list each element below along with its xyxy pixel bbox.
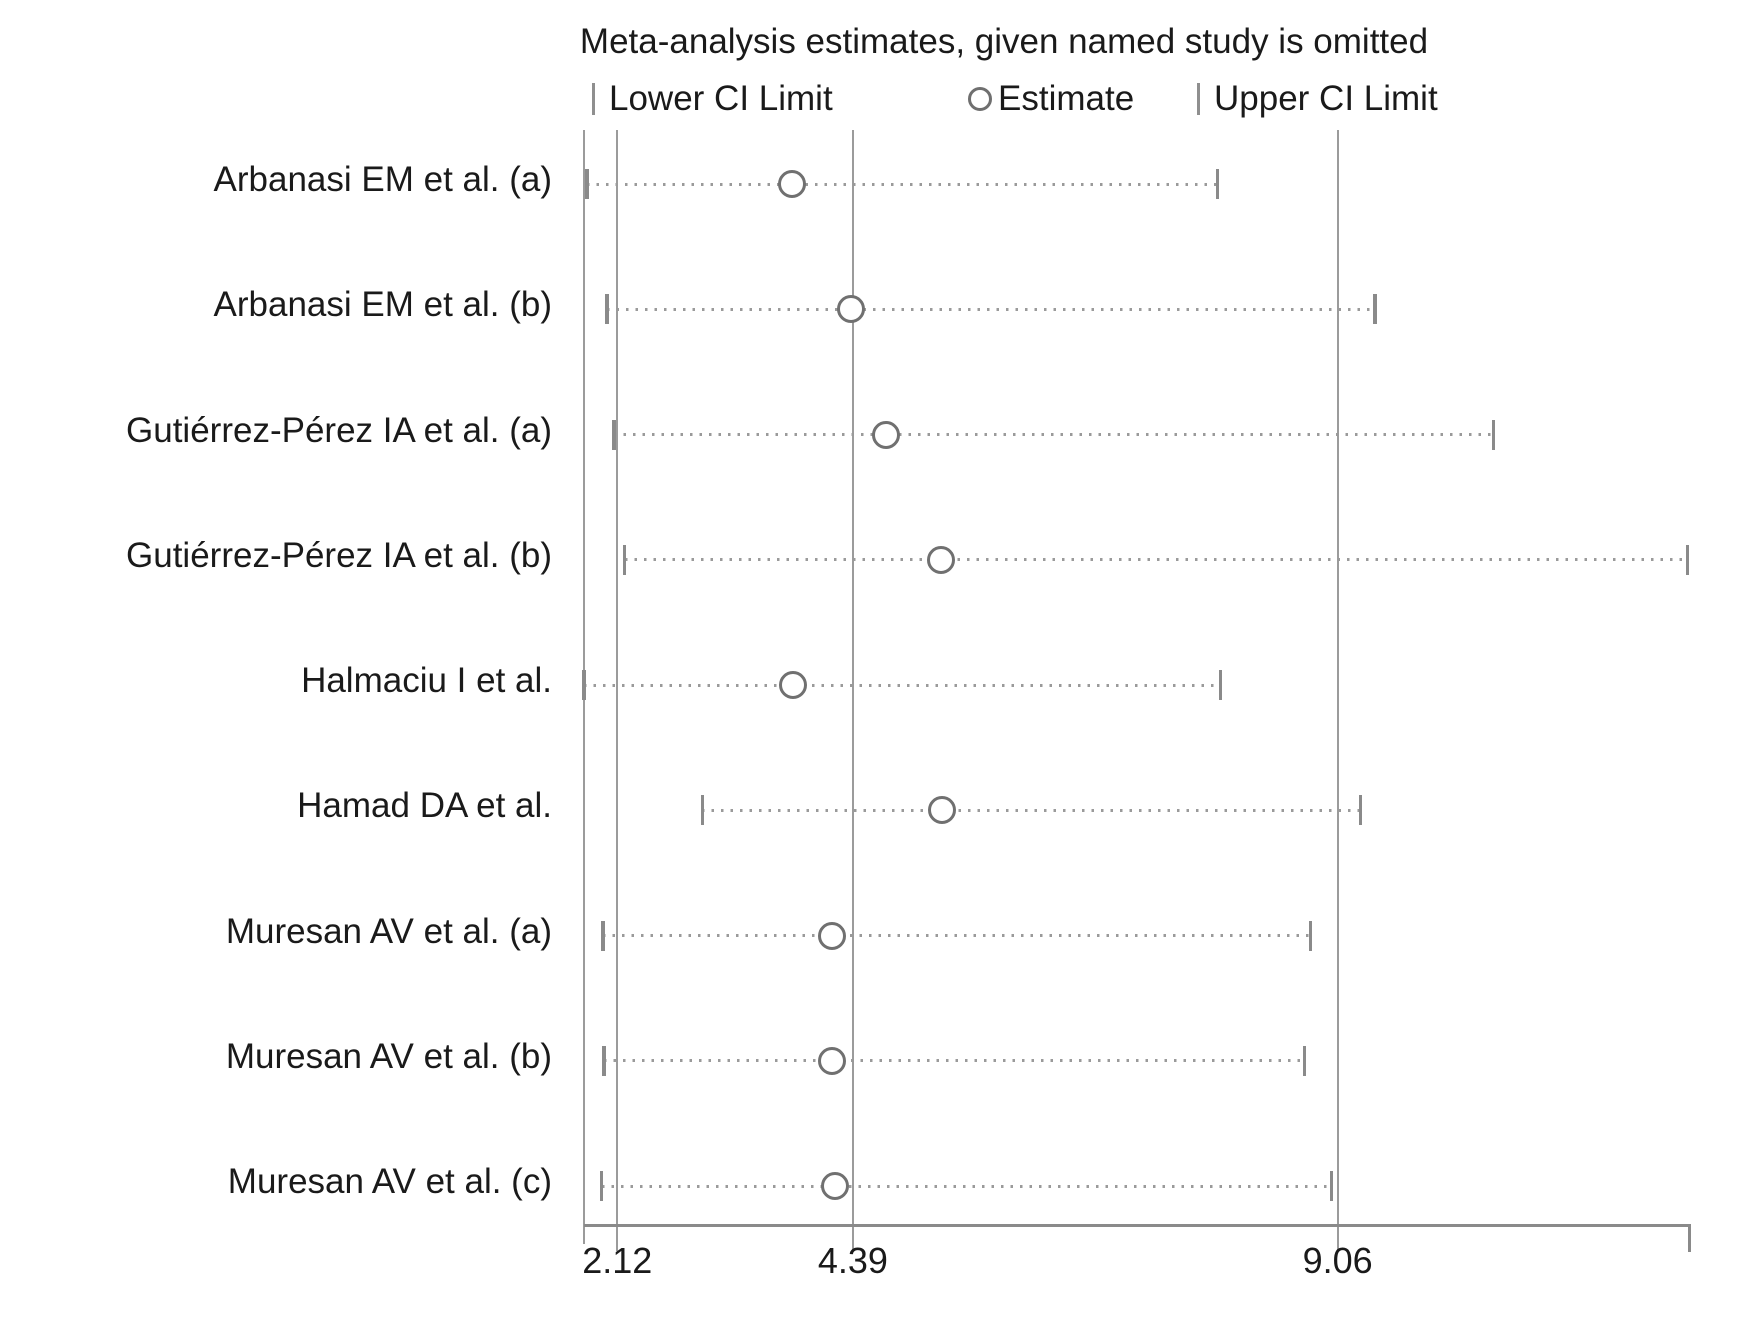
estimate-circle xyxy=(818,1046,847,1075)
legend-lower-label: Lower CI Limit xyxy=(609,79,833,118)
ci-upper-tick xyxy=(1358,795,1363,826)
estimate-circle xyxy=(928,796,957,825)
study-row-label: Arbanasi EM et al. (b) xyxy=(213,285,552,325)
ci-lower-tick xyxy=(582,670,586,700)
study-row-label: Gutiérrez-Pérez IA et al. (a) xyxy=(126,410,552,450)
ci-lower-tick xyxy=(599,1171,604,1201)
x-axis-line xyxy=(584,1224,1690,1227)
lower-ci-tick-icon xyxy=(592,83,595,115)
study-row-label: Halmaciu I et al. xyxy=(301,661,552,700)
x-tick-label: 4.39 xyxy=(817,1240,888,1281)
study-row-label: Gutiérrez-Pérez IA et al. (b) xyxy=(126,535,552,575)
ci-dotted-line xyxy=(702,808,1361,812)
estimate-circle-icon xyxy=(968,87,992,111)
ci-upper-tick xyxy=(1308,920,1313,951)
ci-dotted-line xyxy=(602,934,1311,937)
legend-estimate-label: Estimate xyxy=(998,79,1135,118)
estimate-circle xyxy=(778,671,807,699)
legend-item-upper-ci: Upper CI Limit xyxy=(1197,76,1438,122)
overall-lower-ci-line xyxy=(616,130,619,1251)
ci-lower-tick xyxy=(602,1045,606,1076)
ci-lower-tick xyxy=(605,294,609,325)
legend-upper-label: Upper CI Limit xyxy=(1214,79,1438,118)
study-row-label: Muresan AV et al. (a) xyxy=(225,911,552,951)
upper-ci-tick-icon xyxy=(1197,83,1200,115)
study-row-label: Hamad DA et al. xyxy=(297,786,552,826)
overall-upper-ci-line xyxy=(1336,130,1339,1251)
estimate-circle xyxy=(872,420,901,449)
ci-lower-tick xyxy=(612,419,616,450)
ci-dotted-line xyxy=(606,307,1376,311)
ci-dotted-line xyxy=(601,1184,1332,1188)
estimate-circle xyxy=(836,295,865,324)
ci-upper-tick xyxy=(1491,419,1496,450)
estimate-circle xyxy=(818,921,847,950)
ci-lower-tick xyxy=(622,544,627,575)
ci-upper-tick xyxy=(1373,294,1377,325)
ci-dotted-line xyxy=(614,433,1494,436)
study-row-label: Muresan AV et al. (b) xyxy=(225,1036,552,1076)
legend-item-estimate: Estimate xyxy=(968,76,1134,122)
ci-upper-tick xyxy=(1302,1045,1307,1076)
ci-lower-tick xyxy=(700,795,705,826)
study-row-label: Arbanasi EM et al. (a) xyxy=(213,160,552,199)
x-tick-label: 9.06 xyxy=(1302,1240,1373,1281)
x-tick-label: 2.12 xyxy=(582,1240,653,1281)
overall-estimate-line xyxy=(851,130,854,1251)
ci-dotted-line xyxy=(603,1059,1305,1063)
study-row-label: Muresan AV et al. (c) xyxy=(227,1162,552,1201)
ci-lower-tick xyxy=(601,920,605,951)
chart-title: Meta-analysis estimates, given named stu… xyxy=(579,22,1429,61)
ci-upper-tick xyxy=(1329,1171,1334,1201)
chart-legend: Lower CI Limit Estimate Upper CI Limit xyxy=(0,76,1740,122)
ci-upper-tick xyxy=(1218,670,1223,700)
x-axis-right-end-tick xyxy=(1687,1224,1691,1252)
legend-item-lower-ci: Lower CI Limit xyxy=(592,76,833,122)
ci-lower-tick xyxy=(585,169,589,199)
estimate-circle xyxy=(821,1172,850,1200)
estimate-circle xyxy=(777,170,806,198)
ci-dotted-line xyxy=(584,683,1221,687)
ci-dotted-line xyxy=(624,558,1688,562)
ci-dotted-line xyxy=(587,182,1218,186)
estimate-circle xyxy=(927,545,956,574)
ci-upper-tick xyxy=(1215,169,1219,199)
ci-upper-tick xyxy=(1685,544,1690,575)
